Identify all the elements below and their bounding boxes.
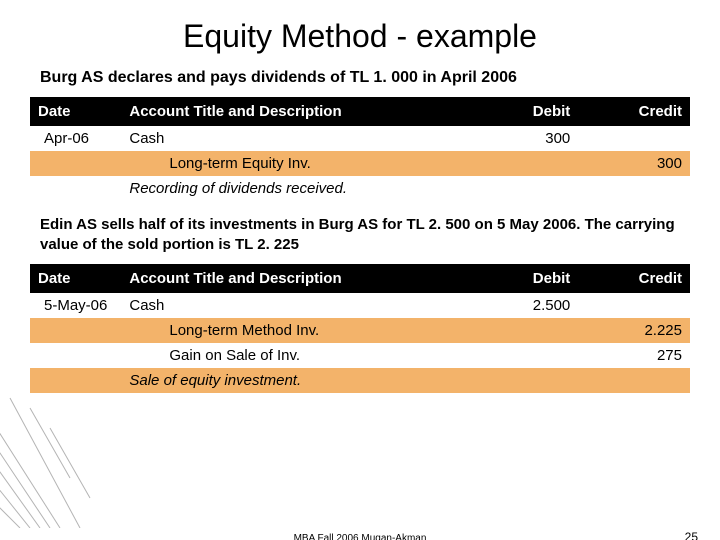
table-cell [578, 293, 690, 318]
column-header: Debit [467, 264, 579, 293]
slide-number: 25 [685, 530, 698, 540]
table-cell: Gain on Sale of Inv. [121, 343, 466, 368]
section2-heading: Edin AS sells half of its investments in… [40, 215, 680, 254]
table-cell: 300 [467, 126, 579, 151]
table-cell: Long-term Equity Inv. [121, 151, 466, 176]
table-cell [578, 126, 690, 151]
table-cell [467, 318, 579, 343]
column-header: Credit [578, 97, 690, 126]
table-cell [30, 151, 121, 176]
footer-text: MBA Fall 2006 Mugan-Akman [0, 533, 720, 540]
table-row: Apr-06Cash300 [30, 126, 690, 151]
table-cell: Long-term Method Inv. [121, 318, 466, 343]
table-cell [467, 151, 579, 176]
column-header: Date [30, 97, 121, 126]
slide: Equity Method - example Burg AS declares… [0, 18, 720, 540]
table-cell [467, 343, 579, 368]
decorative-hatch-icon [0, 378, 120, 528]
column-header: Debit [467, 97, 579, 126]
column-header: Date [30, 264, 121, 293]
table-cell [30, 368, 121, 393]
table-cell: 5-May-06 [30, 293, 121, 318]
table-cell: 2.225 [578, 318, 690, 343]
table-row: Long-term Equity Inv. 300 [30, 151, 690, 176]
journal-table-2: DateAccount Title and DescriptionDebitCr… [30, 264, 690, 393]
journal-table-1: DateAccount Title and DescriptionDebitCr… [30, 97, 690, 201]
table-cell: 275 [578, 343, 690, 368]
table-cell [578, 176, 690, 201]
section1-heading: Burg AS declares and pays dividends of T… [40, 69, 680, 87]
table-row: 5-May-06Cash2.500 [30, 293, 690, 318]
table-cell [578, 368, 690, 393]
table-cell: 300 [578, 151, 690, 176]
column-header: Account Title and Description [121, 97, 466, 126]
table-cell [30, 318, 121, 343]
table-cell: Recording of dividends received. [121, 176, 466, 201]
column-header: Credit [578, 264, 690, 293]
table-cell: Sale of equity investment. [121, 368, 466, 393]
table-cell [467, 176, 579, 201]
table-cell: Apr-06 [30, 126, 121, 151]
table-row: Recording of dividends received. [30, 176, 690, 201]
table-cell [30, 176, 121, 201]
column-header: Account Title and Description [121, 264, 466, 293]
slide-title: Equity Method - example [0, 18, 720, 55]
table-row: Sale of equity investment. [30, 368, 690, 393]
table-cell [467, 368, 579, 393]
table-cell [30, 343, 121, 368]
table-row: Gain on Sale of Inv. 275 [30, 343, 690, 368]
table-cell: 2.500 [467, 293, 579, 318]
table-cell: Cash [121, 293, 466, 318]
table-row: Long-term Method Inv. 2.225 [30, 318, 690, 343]
table-cell: Cash [121, 126, 466, 151]
